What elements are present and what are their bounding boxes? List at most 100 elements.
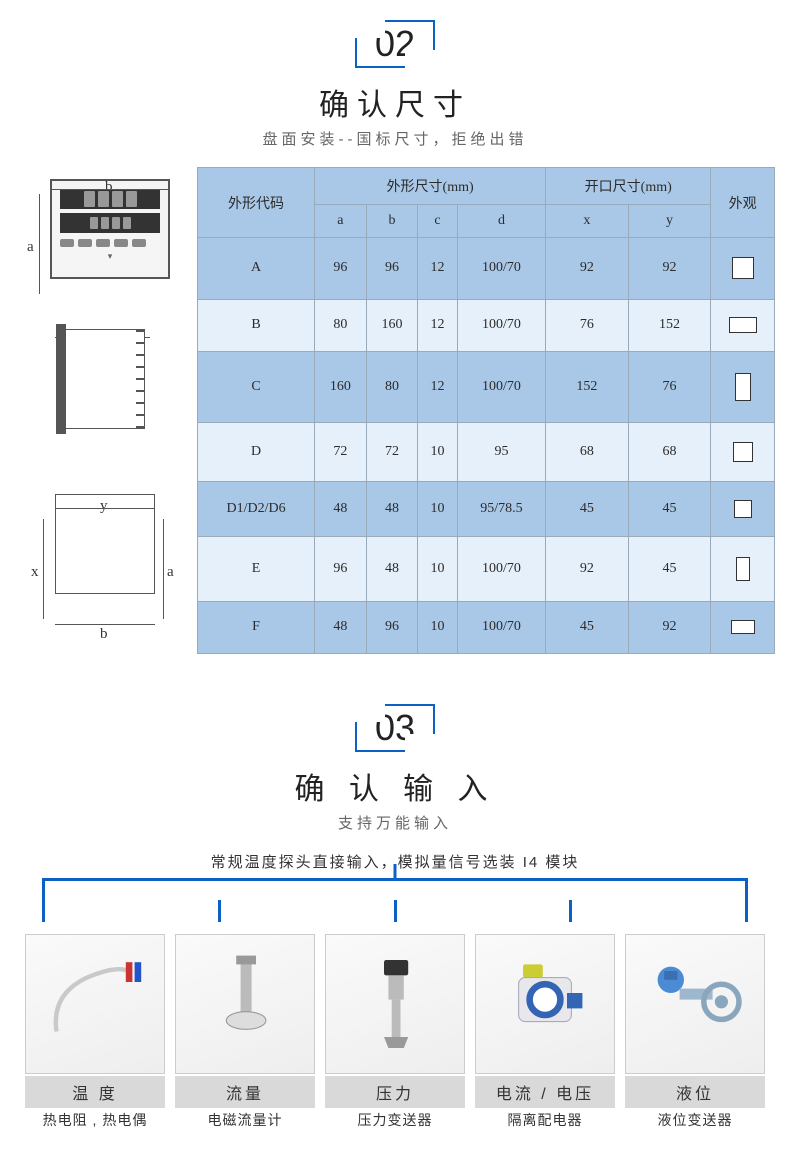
sensor-item: 液位 液位变送器 — [625, 934, 765, 1130]
table-row: F489610100/704592 — [198, 601, 775, 653]
cell-c: 12 — [418, 351, 458, 422]
cell-code: D — [198, 423, 315, 482]
cell-a: 160 — [315, 351, 367, 422]
cell-shape — [711, 481, 775, 536]
bracket-diagram — [30, 878, 760, 934]
sensor-item: 流量 电磁流量计 — [175, 934, 315, 1130]
cell-shape — [711, 423, 775, 482]
cell-b: 48 — [366, 481, 418, 536]
cell-code: C — [198, 351, 315, 422]
sensor-image — [325, 934, 465, 1074]
dimension-table: 外形代码 外形尺寸(mm) 开口尺寸(mm) 外观 abcdxy A969612… — [197, 167, 775, 654]
sensor-image — [175, 934, 315, 1074]
sensor-image — [625, 934, 765, 1074]
cell-b: 80 — [366, 351, 418, 422]
section-02-title: 确认尺寸 — [0, 80, 790, 124]
side-view-diagram — [65, 329, 145, 429]
cell-y: 92 — [628, 238, 711, 300]
sensor-title: 电流 / 电压 — [475, 1076, 615, 1108]
cell-shape — [711, 536, 775, 601]
cell-b: 160 — [366, 299, 418, 351]
cutout-diagram — [55, 494, 155, 594]
sensor-image — [475, 934, 615, 1074]
sensor-item: 电流 / 电压 隔离配电器 — [475, 934, 615, 1130]
th-outline: 外形尺寸(mm) — [315, 168, 546, 205]
cell-c: 10 — [418, 536, 458, 601]
th-code: 外形代码 — [198, 168, 315, 238]
cell-code: B — [198, 299, 315, 351]
cell-shape — [711, 351, 775, 422]
cell-x: 92 — [546, 238, 629, 300]
table-row: D727210956868 — [198, 423, 775, 482]
dim-label-x: x — [31, 564, 39, 581]
sub-head-x: x — [546, 205, 629, 238]
cell-code: D1/D2/D6 — [198, 481, 315, 536]
th-shape: 外观 — [711, 168, 775, 238]
cell-a: 96 — [315, 238, 367, 300]
sub-head-d: d — [457, 205, 545, 238]
cell-d: 95/78.5 — [457, 481, 545, 536]
cell-a: 48 — [315, 601, 367, 653]
cell-d: 100/70 — [457, 601, 545, 653]
sub-head-b: b — [366, 205, 418, 238]
dim-label-b2: b — [100, 626, 108, 643]
cell-x: 68 — [546, 423, 629, 482]
cell-b: 96 — [366, 601, 418, 653]
dimension-table-head: 外形代码 外形尺寸(mm) 开口尺寸(mm) 外观 abcdxy — [198, 168, 775, 238]
dim-label-a: a — [27, 239, 34, 256]
cell-b: 48 — [366, 536, 418, 601]
sensor-title: 流量 — [175, 1076, 315, 1108]
cell-x: 45 — [546, 481, 629, 536]
cell-y: 45 — [628, 536, 711, 601]
cell-code: E — [198, 536, 315, 601]
cell-a: 96 — [315, 536, 367, 601]
cell-d: 95 — [457, 423, 545, 482]
cell-shape — [711, 299, 775, 351]
cell-y: 45 — [628, 481, 711, 536]
section-03-subtitle: 支持万能输入 — [0, 812, 790, 833]
cell-x: 92 — [546, 536, 629, 601]
section-03-title: 确 认 输 入 — [0, 764, 790, 808]
cell-d: 100/70 — [457, 238, 545, 300]
cell-c: 10 — [418, 481, 458, 536]
sensor-sub: 隔离配电器 — [475, 1108, 615, 1130]
sensor-title: 温 度 — [25, 1076, 165, 1108]
cell-c: 10 — [418, 423, 458, 482]
cell-d: 100/70 — [457, 536, 545, 601]
cell-d: 100/70 — [457, 299, 545, 351]
cell-code: F — [198, 601, 315, 653]
cell-a: 72 — [315, 423, 367, 482]
dimension-diagrams: b a ▾ d c y x a b — [15, 167, 185, 654]
sensor-item: 温 度 热电阻 , 热电偶 — [25, 934, 165, 1130]
cell-b: 72 — [366, 423, 418, 482]
sub-head-c: c — [418, 205, 458, 238]
table-row: C1608012100/7015276 — [198, 351, 775, 422]
th-cutout: 开口尺寸(mm) — [546, 168, 711, 205]
sub-head-a: a — [315, 205, 367, 238]
sensor-title: 压力 — [325, 1076, 465, 1108]
table-row: A969612100/709292 — [198, 238, 775, 300]
cell-b: 96 — [366, 238, 418, 300]
cell-shape — [711, 601, 775, 653]
dim-label-b: b — [105, 179, 113, 196]
cell-x: 76 — [546, 299, 629, 351]
section-02-number: 02 — [355, 20, 435, 68]
sub-head-y: y — [628, 205, 711, 238]
table-row: E964810100/709245 — [198, 536, 775, 601]
cell-y: 92 — [628, 601, 711, 653]
cell-c: 10 — [418, 601, 458, 653]
cell-a: 48 — [315, 481, 367, 536]
sensor-sub: 压力变送器 — [325, 1108, 465, 1130]
sensor-sub: 热电阻 , 热电偶 — [25, 1108, 165, 1130]
cell-y: 152 — [628, 299, 711, 351]
sensor-title: 液位 — [625, 1076, 765, 1108]
sensor-item: 压力 压力变送器 — [325, 934, 465, 1130]
cell-x: 45 — [546, 601, 629, 653]
cell-y: 68 — [628, 423, 711, 482]
sensor-row: 温 度 热电阻 , 热电偶 流量 电磁流量计 压力 压力变送器 电流 / 电压 … — [0, 934, 790, 1160]
cell-d: 100/70 — [457, 351, 545, 422]
cell-c: 12 — [418, 238, 458, 300]
sensor-sub: 电磁流量计 — [175, 1108, 315, 1130]
section-02-subtitle: 盘面安装--国标尺寸，拒绝出错 — [0, 128, 790, 149]
table-row: D1/D2/D648481095/78.54545 — [198, 481, 775, 536]
